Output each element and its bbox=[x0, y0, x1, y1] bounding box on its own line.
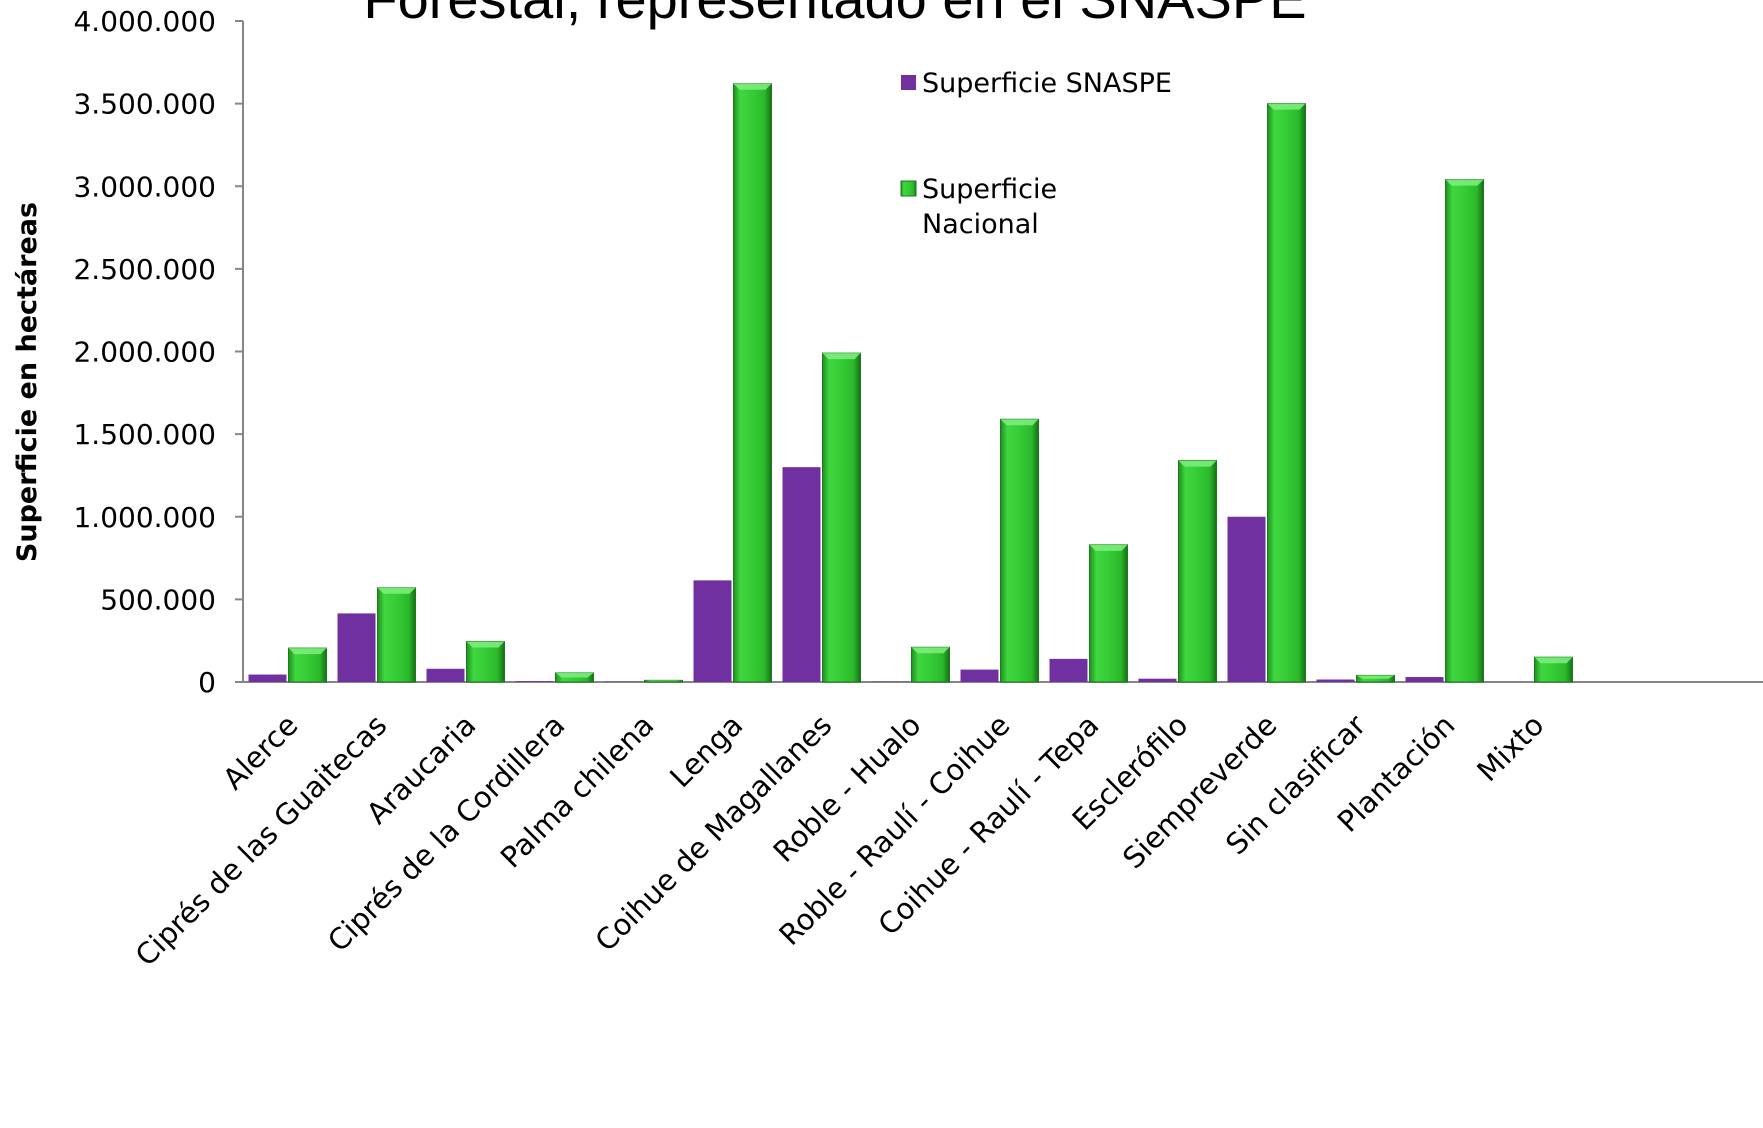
bar-superficie-snaspe-12 bbox=[1317, 680, 1355, 682]
y-tick-label: 500.000 bbox=[100, 583, 216, 616]
bar-superficie-nacional-4 bbox=[645, 680, 683, 682]
y-tick-label: 2.000.000 bbox=[73, 336, 216, 369]
legend-swatch-superficie-snaspe bbox=[901, 75, 916, 90]
bar-superficie-nacional-1 bbox=[378, 588, 416, 682]
bar-superficie-nacional-14 bbox=[1535, 657, 1573, 682]
chart-title: Forestal, representado en el SNASPE bbox=[363, 0, 1306, 30]
y-tick-label: 4.000.000 bbox=[73, 5, 216, 38]
bar-superficie-nacional-9 bbox=[1090, 545, 1128, 682]
bar-superficie-nacional-13 bbox=[1446, 180, 1484, 682]
bar-superficie-nacional-3 bbox=[556, 673, 594, 682]
y-tick-label: 2.500.000 bbox=[73, 253, 216, 286]
bar-superficie-snaspe-11 bbox=[1228, 517, 1266, 682]
bar-superficie-nacional-5 bbox=[734, 84, 772, 682]
x-category-label: Alerce bbox=[216, 708, 304, 796]
legend-label-superficie-snaspe: Superficie SNASPE bbox=[922, 68, 1172, 99]
x-category-label: Mixto bbox=[1470, 708, 1550, 788]
y-tick-label: 3.000.000 bbox=[73, 170, 216, 203]
bar-superficie-nacional-7 bbox=[912, 647, 950, 682]
y-axis-label: Superficie en hectáreas bbox=[12, 202, 43, 562]
bar-superficie-snaspe-3 bbox=[516, 681, 554, 682]
y-tick-label: 3.500.000 bbox=[73, 88, 216, 121]
bar-superficie-snaspe-0 bbox=[249, 675, 287, 682]
x-category-label: Palma chilena bbox=[494, 708, 661, 875]
y-tick-label: 1.000.000 bbox=[73, 501, 216, 534]
y-tick-label: 1.500.000 bbox=[73, 418, 216, 451]
bar-superficie-snaspe-10 bbox=[1139, 679, 1177, 682]
x-category-label: Lenga bbox=[663, 708, 749, 794]
bar-superficie-nacional-0 bbox=[289, 648, 327, 682]
bar-superficie-nacional-10 bbox=[1179, 461, 1217, 682]
bar-superficie-nacional-12 bbox=[1357, 675, 1395, 682]
bar-superficie-snaspe-2 bbox=[427, 669, 465, 682]
bar-superficie-nacional-11 bbox=[1268, 104, 1306, 682]
legend-swatch-superficie-nacional bbox=[901, 181, 916, 196]
bar-superficie-nacional-6 bbox=[823, 353, 861, 682]
bar-superficie-snaspe-6 bbox=[783, 467, 821, 682]
bar-superficie-snaspe-5 bbox=[694, 580, 732, 682]
x-category-label: Siempreverde bbox=[1116, 708, 1283, 875]
y-tick-label: 0 bbox=[198, 666, 216, 699]
bar-superficie-nacional-8 bbox=[1001, 419, 1039, 682]
bar-superficie-snaspe-13 bbox=[1406, 677, 1444, 682]
bar-superficie-snaspe-1 bbox=[338, 613, 376, 682]
bar-superficie-snaspe-9 bbox=[1050, 659, 1088, 682]
bar-superficie-snaspe-8 bbox=[961, 670, 999, 682]
bar-superficie-nacional-2 bbox=[467, 642, 505, 682]
